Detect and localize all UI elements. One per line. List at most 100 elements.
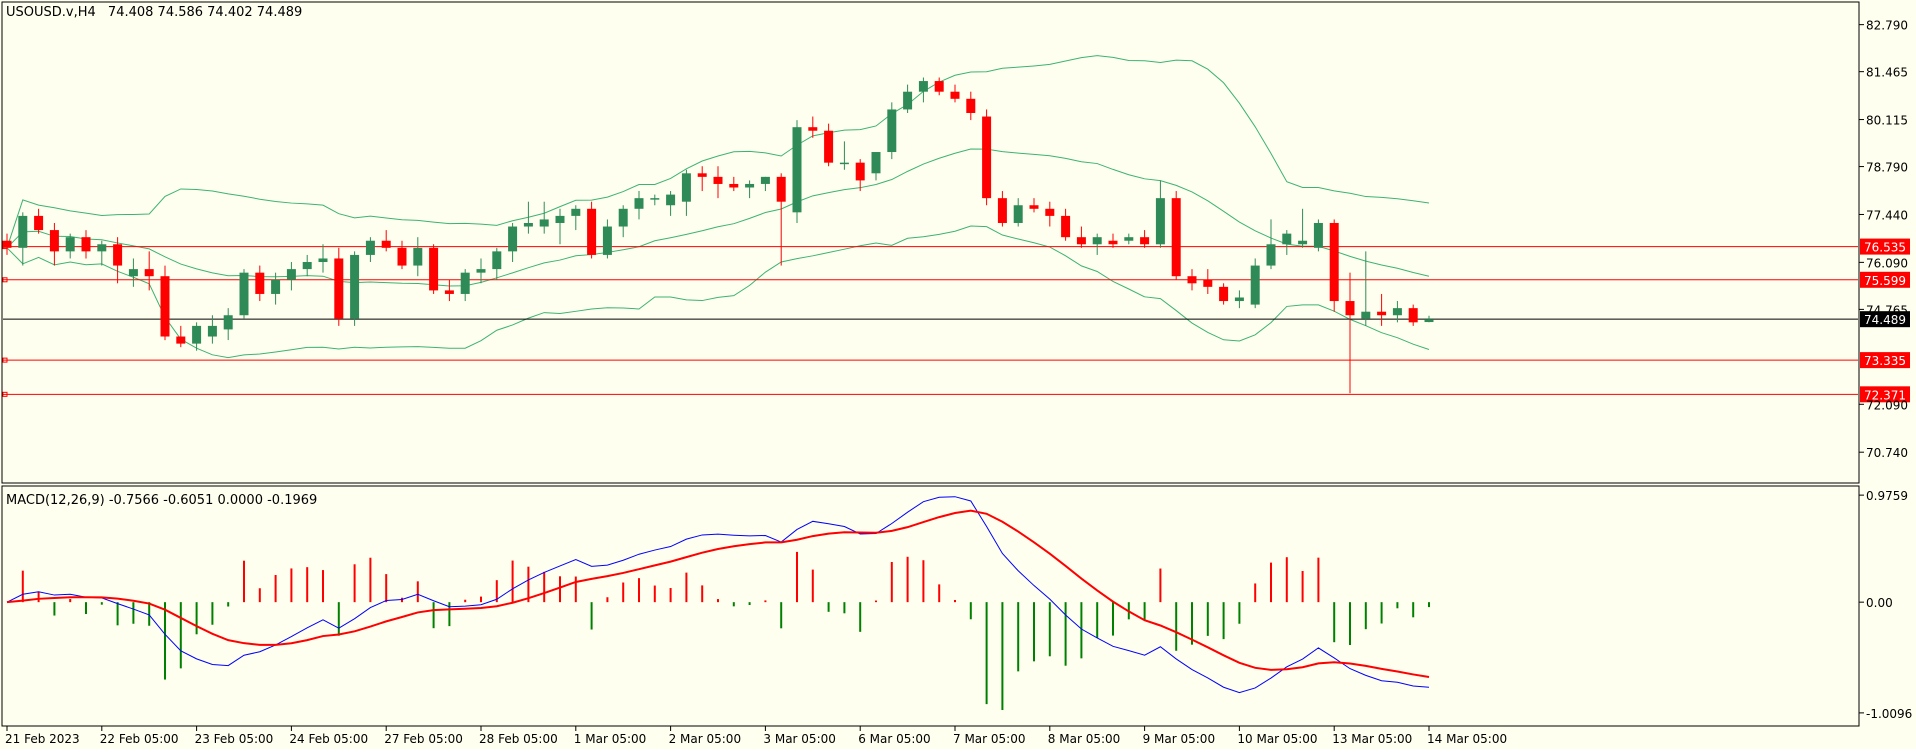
level-tag bbox=[1860, 386, 1910, 403]
candle-body bbox=[1329, 222, 1339, 302]
price-tick-label: 74.765 bbox=[1866, 303, 1908, 317]
candle bbox=[650, 194, 660, 206]
candle-body bbox=[1234, 297, 1244, 302]
candle bbox=[776, 173, 786, 266]
candle bbox=[476, 258, 486, 284]
candle bbox=[18, 212, 28, 266]
candle-body bbox=[587, 208, 597, 255]
candle bbox=[697, 166, 707, 192]
time-tick-label: 10 Mar 05:00 bbox=[1237, 732, 1317, 746]
candle bbox=[950, 84, 960, 103]
candle bbox=[460, 269, 470, 302]
candle-body bbox=[729, 183, 739, 188]
price-tick-label: 82.790 bbox=[1866, 19, 1908, 33]
price-axis: 82.790 81.465 80.115 78.790 77.440 76.090 74.7… bbox=[1859, 19, 1908, 460]
candle bbox=[286, 262, 296, 291]
candle bbox=[160, 265, 170, 341]
candle bbox=[318, 244, 328, 273]
candle-body bbox=[1045, 208, 1055, 216]
candle-body bbox=[223, 315, 233, 330]
candle bbox=[223, 308, 233, 341]
candle-body bbox=[950, 91, 960, 99]
candle bbox=[1250, 258, 1260, 309]
candle-body bbox=[918, 81, 928, 92]
candle-body bbox=[871, 152, 881, 174]
candle bbox=[1187, 269, 1197, 291]
candle-body bbox=[144, 269, 154, 277]
candle bbox=[271, 272, 281, 305]
candle bbox=[539, 201, 549, 234]
level-tag bbox=[1860, 238, 1910, 255]
candle bbox=[1329, 219, 1339, 312]
price-tick-label: 81.465 bbox=[1866, 66, 1908, 80]
candle-body bbox=[334, 258, 344, 319]
time-tick-label: 28 Feb 05:00 bbox=[479, 732, 558, 746]
price-tick-label: 70.740 bbox=[1866, 446, 1908, 460]
candle bbox=[555, 208, 565, 245]
candle-body bbox=[476, 269, 486, 273]
candle bbox=[207, 315, 217, 344]
current-price-tag bbox=[1860, 311, 1910, 328]
candle bbox=[666, 191, 676, 216]
macd-tick-label: 0.00 bbox=[1866, 596, 1893, 610]
candle bbox=[255, 265, 265, 302]
candle-body bbox=[286, 269, 296, 280]
candle bbox=[760, 176, 770, 192]
time-tick-label: 1 Mar 05:00 bbox=[574, 732, 647, 746]
candle-body bbox=[350, 254, 360, 319]
candle-body bbox=[176, 336, 186, 344]
macd-tick-label: -1.0096 bbox=[1866, 707, 1912, 721]
level-label: 75.599 bbox=[1864, 274, 1906, 288]
candle-body bbox=[65, 237, 75, 252]
candle-body bbox=[1187, 276, 1197, 284]
price-tick-label: 72.090 bbox=[1866, 398, 1908, 412]
candle-body bbox=[555, 215, 565, 223]
candle-body bbox=[681, 173, 691, 202]
price-tick-label: 77.440 bbox=[1866, 208, 1908, 222]
level-marker bbox=[2, 357, 8, 363]
candle bbox=[65, 233, 75, 259]
candle-body bbox=[49, 230, 59, 252]
candle bbox=[413, 237, 423, 277]
candle bbox=[934, 77, 944, 96]
time-tick-label: 8 Mar 05:00 bbox=[1048, 732, 1121, 746]
candle bbox=[97, 240, 107, 266]
candle bbox=[1203, 269, 1213, 294]
candle bbox=[444, 279, 454, 302]
level-tag bbox=[1860, 271, 1910, 288]
candle-body bbox=[271, 279, 281, 294]
time-tick-label: 27 Feb 05:00 bbox=[384, 732, 463, 746]
candle bbox=[824, 123, 834, 167]
candle-body bbox=[903, 91, 913, 110]
candle-body bbox=[1266, 244, 1276, 266]
candle-body bbox=[824, 130, 834, 163]
candle bbox=[587, 201, 597, 259]
candle bbox=[1424, 315, 1434, 323]
candle bbox=[1171, 191, 1181, 280]
candle-body bbox=[539, 219, 549, 227]
candle bbox=[1377, 293, 1387, 326]
candle bbox=[871, 152, 881, 181]
bollinger-upper bbox=[6, 55, 1430, 248]
price-tick-label: 76.090 bbox=[1866, 256, 1908, 270]
level-label: 73.335 bbox=[1864, 354, 1906, 368]
time-tick-label: 13 Mar 05:00 bbox=[1332, 732, 1412, 746]
macd-line bbox=[6, 496, 1430, 694]
candle-body bbox=[997, 198, 1007, 223]
candle bbox=[982, 109, 992, 206]
time-tick-label: 14 Mar 05:00 bbox=[1427, 732, 1507, 746]
candle-body bbox=[523, 222, 533, 227]
candle bbox=[1392, 301, 1402, 323]
candle bbox=[429, 244, 439, 294]
candle-body bbox=[839, 162, 849, 165]
chart-header: USOUSD.v,H4 74.408 74.586 74.402 74.489 bbox=[6, 5, 302, 20]
candle-body bbox=[1155, 198, 1165, 245]
ohlc-values: 74.408 74.586 74.402 74.489 bbox=[108, 5, 302, 20]
candle bbox=[1219, 283, 1229, 305]
candle bbox=[918, 77, 928, 103]
time-tick-label: 9 Mar 05:00 bbox=[1143, 732, 1216, 746]
candle-body bbox=[792, 127, 802, 213]
candle bbox=[618, 205, 628, 238]
candle-body bbox=[1092, 237, 1102, 245]
